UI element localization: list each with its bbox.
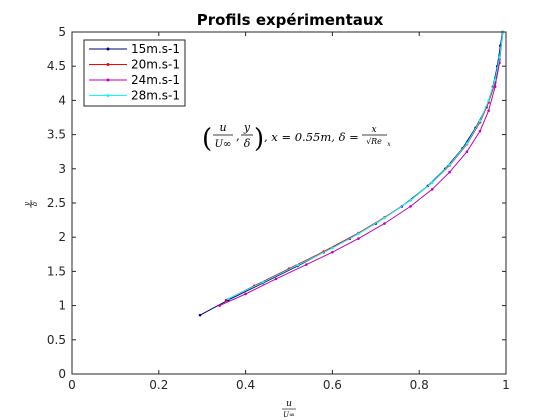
data-point (430, 181, 434, 184)
data-point (478, 119, 482, 123)
series-line (219, 31, 503, 307)
annotation-open-paren: ( (202, 124, 212, 154)
data-point (493, 85, 497, 89)
annotation: ( u U∞ , y δ ) , x = 0.55m, δ = x √Re x (202, 121, 391, 154)
annotation-sub-x: x (387, 141, 391, 148)
series-layer (198, 30, 505, 317)
chart-title: Profils expérimentaux (197, 11, 384, 29)
y-tick-label: 3.5 (47, 128, 66, 142)
legend-marker (106, 47, 110, 51)
data-point (224, 298, 228, 302)
y-tick-label: 0 (58, 367, 66, 381)
data-point (218, 304, 221, 307)
data-point (244, 292, 247, 296)
data-point (383, 222, 386, 225)
y-axis-label-den: δ (31, 202, 39, 206)
y-tick-label: 0.5 (47, 333, 66, 347)
x-axis-label-num: u (286, 399, 292, 409)
data-point (487, 109, 490, 112)
y-tick-label: 2.5 (47, 196, 66, 210)
legend-label: 15m.s-1 (131, 42, 180, 56)
annotation-y: y (243, 121, 251, 134)
data-point (305, 263, 308, 266)
y-tick-label: 2 (58, 230, 66, 244)
annotation-x-num: x (371, 125, 376, 135)
data-point (226, 297, 230, 301)
data-point (448, 163, 451, 166)
data-point (357, 232, 360, 236)
data-point (448, 170, 451, 174)
annotation-sqrt-re: √Re (366, 137, 382, 146)
x-tick-label: 1 (502, 378, 510, 392)
data-point (274, 277, 278, 281)
data-point (383, 216, 386, 220)
x-axis-label: u U∞ (282, 399, 296, 419)
data-point (465, 142, 469, 145)
data-point (331, 250, 334, 254)
legend-marker (106, 78, 110, 82)
data-point (409, 198, 412, 202)
annotation-u: u (219, 121, 226, 134)
data-point (498, 56, 501, 59)
legend-marker (106, 63, 110, 66)
y-tick-label: 5 (58, 25, 66, 39)
data-point (430, 188, 434, 191)
x-tick-label: 0.4 (236, 378, 255, 392)
data-point (261, 281, 265, 284)
annotation-close-paren: ) (254, 124, 264, 154)
data-point (409, 205, 412, 208)
y-tick-label: 3 (58, 162, 66, 176)
y-axis-label-num: y (23, 201, 31, 207)
data-point (493, 78, 497, 82)
x-axis-label-den: U∞ (283, 411, 295, 419)
x-tick-label: 0.2 (149, 378, 168, 392)
x-tick-label: 0.6 (323, 378, 342, 392)
x-tick-label: 0 (68, 378, 76, 392)
y-tick-label: 4.5 (47, 59, 66, 73)
data-point (478, 129, 482, 133)
y-tick-label: 1.5 (47, 264, 66, 278)
annotation-x-delta: , x = 0.55m, δ = (264, 130, 359, 144)
legend-label: 20m.s-1 (131, 58, 180, 72)
data-point (296, 263, 299, 267)
annotation-u-inf: U∞ (215, 139, 232, 150)
legend-label: 24m.s-1 (131, 73, 180, 87)
annotation-delta: δ (244, 137, 251, 150)
data-point (331, 246, 334, 250)
legend-label: 28m.s-1 (131, 89, 180, 103)
x-tick-label: 0.8 (410, 378, 429, 392)
data-point (487, 99, 490, 102)
y-tick-label: 4 (58, 93, 66, 107)
data-point (198, 313, 202, 317)
data-point (465, 150, 469, 153)
legend-marker (106, 94, 110, 97)
annotation-comma: , (236, 129, 240, 143)
y-tick-label: 1 (58, 299, 66, 313)
y-axis-label: y δ (23, 200, 39, 208)
data-point (357, 237, 360, 240)
axis-layer: 0 0.2 0.4 0.6 0.8 1 0 0.5 1 1.5 2 2.5 3 3.5 4 4.5 5 (47, 25, 510, 392)
